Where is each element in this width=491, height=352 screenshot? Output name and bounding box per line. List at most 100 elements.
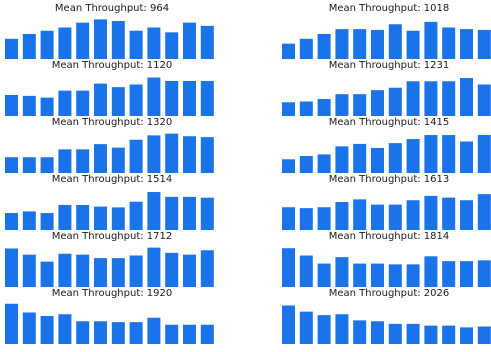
bar bbox=[129, 201, 143, 230]
bar bbox=[371, 29, 384, 59]
bar bbox=[442, 135, 456, 173]
bar bbox=[442, 197, 456, 231]
bar bbox=[282, 102, 295, 116]
chart-panel: Mean Throughput: 1320 bbox=[5, 117, 219, 174]
bar bbox=[58, 149, 72, 174]
chart-panel: Mean Throughput: 1514 bbox=[5, 174, 219, 230]
bar bbox=[282, 248, 295, 287]
bar bbox=[5, 157, 18, 173]
bar bbox=[40, 97, 54, 117]
bar-plot bbox=[282, 248, 491, 287]
bar bbox=[22, 95, 36, 117]
bar bbox=[317, 263, 331, 287]
bar bbox=[424, 325, 438, 345]
bar bbox=[183, 324, 196, 344]
bar bbox=[406, 139, 420, 173]
bar bbox=[282, 207, 295, 230]
bar bbox=[282, 305, 295, 344]
bar-plot bbox=[282, 135, 491, 173]
bar bbox=[406, 264, 420, 287]
bar bbox=[58, 27, 72, 59]
bar bbox=[335, 94, 349, 116]
bar bbox=[460, 261, 473, 287]
bar bbox=[317, 33, 331, 59]
bar bbox=[424, 21, 438, 60]
chart-title: Mean Throughput: 1712 bbox=[51, 231, 173, 242]
bar bbox=[129, 322, 143, 345]
bar bbox=[111, 147, 125, 174]
bar bbox=[299, 311, 313, 345]
bar bbox=[424, 135, 438, 173]
bar bbox=[76, 149, 90, 174]
chart-panel: Mean Throughput: 2026 bbox=[282, 288, 491, 345]
bar-plot bbox=[5, 19, 214, 60]
bar bbox=[442, 261, 456, 287]
bar bbox=[460, 327, 473, 345]
chart-panel: Mean Throughput: 1018 bbox=[282, 3, 491, 60]
bar bbox=[40, 213, 54, 230]
chart-title: Mean Throughput: 1514 bbox=[51, 174, 173, 185]
chart-panel: Mean Throughput: 1120 bbox=[5, 60, 219, 117]
bar-plot bbox=[282, 78, 491, 116]
bar bbox=[388, 24, 402, 59]
bar bbox=[200, 81, 214, 116]
bar bbox=[111, 21, 125, 59]
bar bbox=[477, 29, 491, 59]
bar bbox=[76, 90, 90, 117]
chart-title: Mean Throughput: 1613 bbox=[328, 174, 450, 185]
bar bbox=[371, 263, 384, 287]
bar-plot bbox=[5, 192, 214, 230]
bar bbox=[442, 27, 456, 59]
bar bbox=[165, 81, 179, 116]
bar bbox=[22, 211, 36, 230]
bar-plot bbox=[5, 303, 214, 345]
bar bbox=[477, 260, 491, 287]
bar-plot bbox=[5, 77, 214, 117]
bar bbox=[183, 196, 196, 230]
bar bbox=[388, 87, 402, 116]
bar bbox=[94, 144, 107, 174]
bar bbox=[129, 30, 143, 59]
bar bbox=[40, 316, 54, 344]
bar-plot bbox=[282, 194, 491, 231]
bar bbox=[58, 90, 72, 117]
bar bbox=[183, 254, 196, 288]
bar bbox=[317, 315, 331, 345]
bar bbox=[442, 325, 456, 345]
bar bbox=[424, 81, 438, 116]
bar bbox=[299, 101, 313, 116]
bar bbox=[147, 77, 161, 116]
bar bbox=[371, 147, 384, 173]
bar bbox=[424, 195, 438, 231]
bar bbox=[299, 156, 313, 173]
bar bbox=[183, 22, 196, 59]
bar bbox=[200, 25, 214, 59]
bar bbox=[371, 321, 384, 344]
chart-panel: Mean Throughput: 1814 bbox=[282, 231, 491, 287]
bar bbox=[335, 314, 349, 344]
chart-title: Mean Throughput: 1814 bbox=[328, 231, 450, 242]
bar bbox=[22, 254, 36, 288]
bar bbox=[406, 81, 420, 116]
bar bbox=[147, 27, 161, 59]
bar bbox=[111, 258, 125, 288]
bar bbox=[353, 94, 367, 116]
bar bbox=[147, 317, 161, 344]
bar bbox=[353, 199, 367, 231]
bar bbox=[460, 29, 473, 59]
bar bbox=[353, 263, 367, 287]
bar bbox=[76, 321, 90, 344]
bar bbox=[94, 206, 107, 230]
bar bbox=[22, 312, 36, 344]
bar bbox=[5, 248, 18, 287]
chart-title: Mean Throughput: 1320 bbox=[51, 117, 173, 128]
bar bbox=[388, 204, 402, 231]
bar bbox=[147, 192, 161, 230]
chart-title: Mean Throughput: 1231 bbox=[328, 60, 450, 71]
bar bbox=[388, 264, 402, 287]
bar bbox=[129, 139, 143, 173]
bar bbox=[299, 255, 313, 287]
bar bbox=[335, 29, 349, 59]
bar bbox=[22, 157, 36, 173]
